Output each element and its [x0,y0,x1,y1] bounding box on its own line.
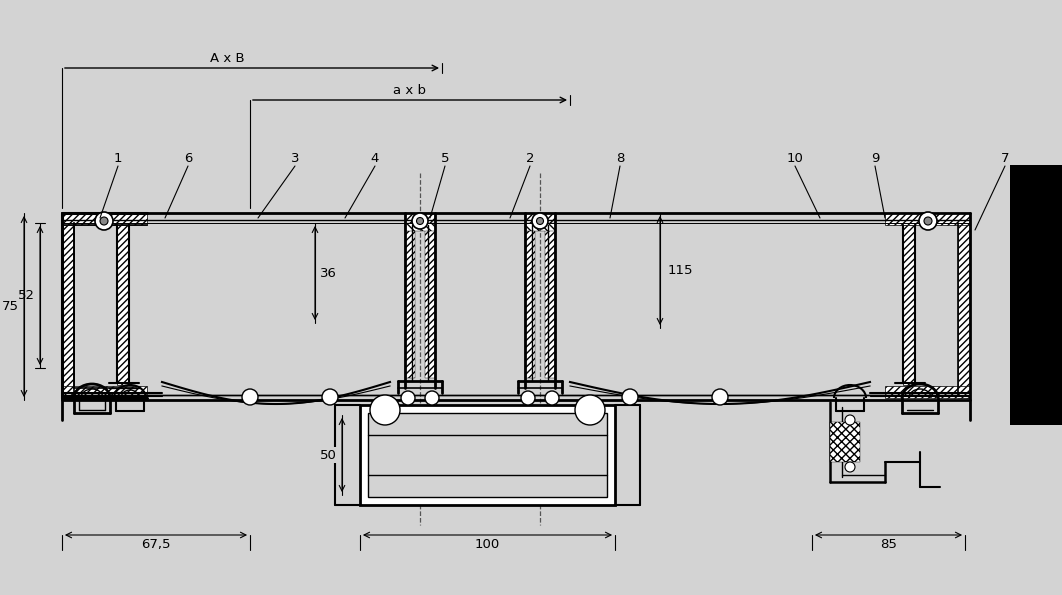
Circle shape [370,395,400,425]
Bar [62,386,147,398]
Circle shape [919,212,937,230]
Text: 100: 100 [475,538,500,551]
Text: 36: 36 [320,267,337,280]
Text: 10: 10 [787,152,804,164]
Circle shape [242,389,258,405]
Circle shape [412,213,428,229]
Circle shape [622,389,638,405]
Bar [545,213,555,378]
Circle shape [532,213,548,229]
Bar [885,386,970,398]
Circle shape [322,389,338,405]
Bar [830,422,860,462]
Bar [405,223,435,231]
Circle shape [575,395,605,425]
Circle shape [95,212,113,230]
Bar [405,213,415,378]
Text: A x B: A x B [209,52,244,65]
Bar [117,225,129,385]
Text: 3: 3 [291,152,299,164]
Text: 1: 1 [114,152,122,164]
Bar [62,213,74,398]
Bar [360,405,615,505]
Circle shape [521,391,535,405]
Text: a x b: a x b [394,84,427,97]
Circle shape [712,389,727,405]
Text: 9: 9 [871,152,879,164]
Circle shape [845,462,855,472]
Bar [580,400,600,420]
Circle shape [401,391,415,405]
Circle shape [845,415,855,425]
Text: 50: 50 [320,449,337,462]
Bar [885,213,970,225]
Bar [375,400,395,420]
Text: 75: 75 [2,300,19,313]
Bar [62,213,147,225]
Bar [369,413,607,497]
Bar [525,213,535,378]
Text: 4: 4 [371,152,379,164]
Bar [525,223,555,231]
Text: 52: 52 [18,289,35,302]
Bar [1010,165,1062,425]
Bar [903,225,915,385]
Text: 85: 85 [880,538,897,551]
Circle shape [416,218,424,224]
Text: 5: 5 [441,152,449,164]
Text: 67,5: 67,5 [141,538,171,551]
Bar [425,213,435,378]
Text: 6: 6 [184,152,192,164]
Circle shape [545,391,559,405]
Circle shape [924,217,932,225]
Text: 8: 8 [616,152,624,164]
Bar [958,213,970,398]
Text: 115: 115 [668,264,693,277]
Text: 7: 7 [1000,152,1009,164]
Circle shape [425,391,439,405]
Circle shape [536,218,544,224]
Text: 2: 2 [526,152,534,164]
Circle shape [100,217,108,225]
